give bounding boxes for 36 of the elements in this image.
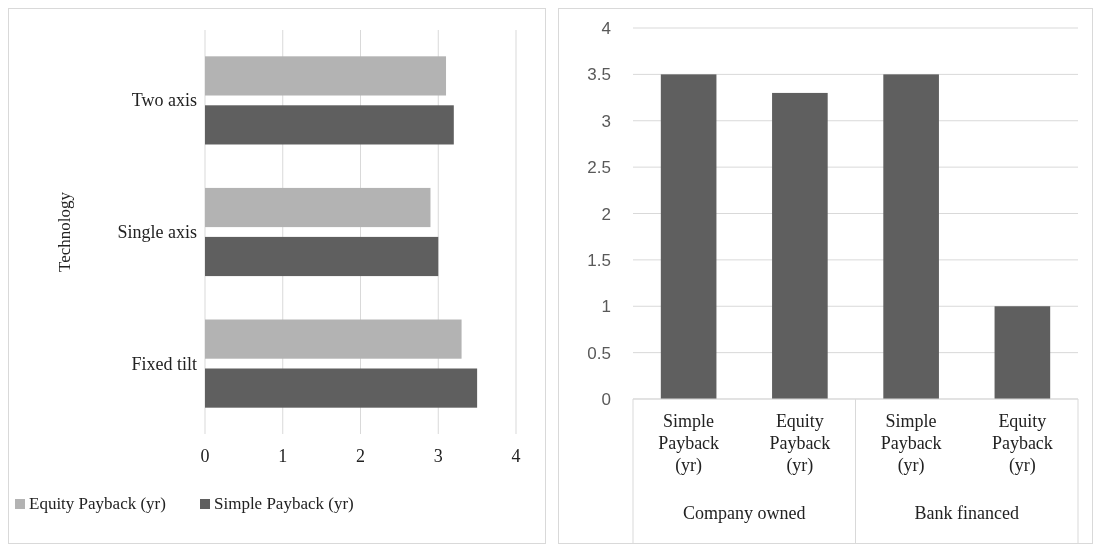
text: Company owned (683, 503, 806, 523)
y-tick-label: 1 (601, 297, 611, 317)
x-tick-label: Simple Payback (yr) (880, 411, 942, 476)
y-tick-label: Single axis (117, 222, 197, 242)
bar (205, 319, 462, 359)
bar (883, 74, 939, 399)
y-tick-label: 2 (601, 204, 611, 224)
y-tick-label: 0.5 (587, 343, 611, 363)
y-tick-label: 1.5 (587, 250, 611, 270)
y-tick-label: 4 (601, 19, 611, 38)
y-tick-label: 0 (601, 390, 611, 409)
y-tick-label: Fixed tilt (131, 353, 197, 374)
legend-label: Simple Payback (yr) (214, 494, 354, 513)
x-tick-label: Equity Payback (yr) (991, 411, 1053, 476)
y-axis-title: Technology (55, 191, 74, 273)
bar (772, 92, 828, 399)
x-tick-label: 3 (433, 446, 443, 466)
text: Bank financed (914, 503, 1019, 523)
bar (205, 236, 439, 277)
x-tick-label: Equity Payback (yr) (769, 411, 831, 476)
y-tick-label: Two axis (131, 90, 197, 111)
legend-label: Equity Payback (yr) (29, 494, 166, 513)
y-tick-label: 3.5 (587, 65, 611, 85)
y-tick-label: 2.5 (587, 158, 611, 178)
bar (205, 187, 431, 228)
bar (205, 105, 454, 145)
x-tick-label: 1 (278, 446, 288, 466)
x-tick-label: 4 (511, 446, 521, 466)
x-tick-label: 2 (356, 446, 365, 466)
bar (994, 306, 1051, 399)
bar (660, 74, 717, 399)
y-tick-label: 3 (601, 111, 611, 131)
x-tick-label: Simple Payback (yr) (658, 411, 720, 476)
x-tick-label: 0 (200, 446, 210, 466)
bar (205, 56, 447, 96)
bar (205, 368, 478, 408)
